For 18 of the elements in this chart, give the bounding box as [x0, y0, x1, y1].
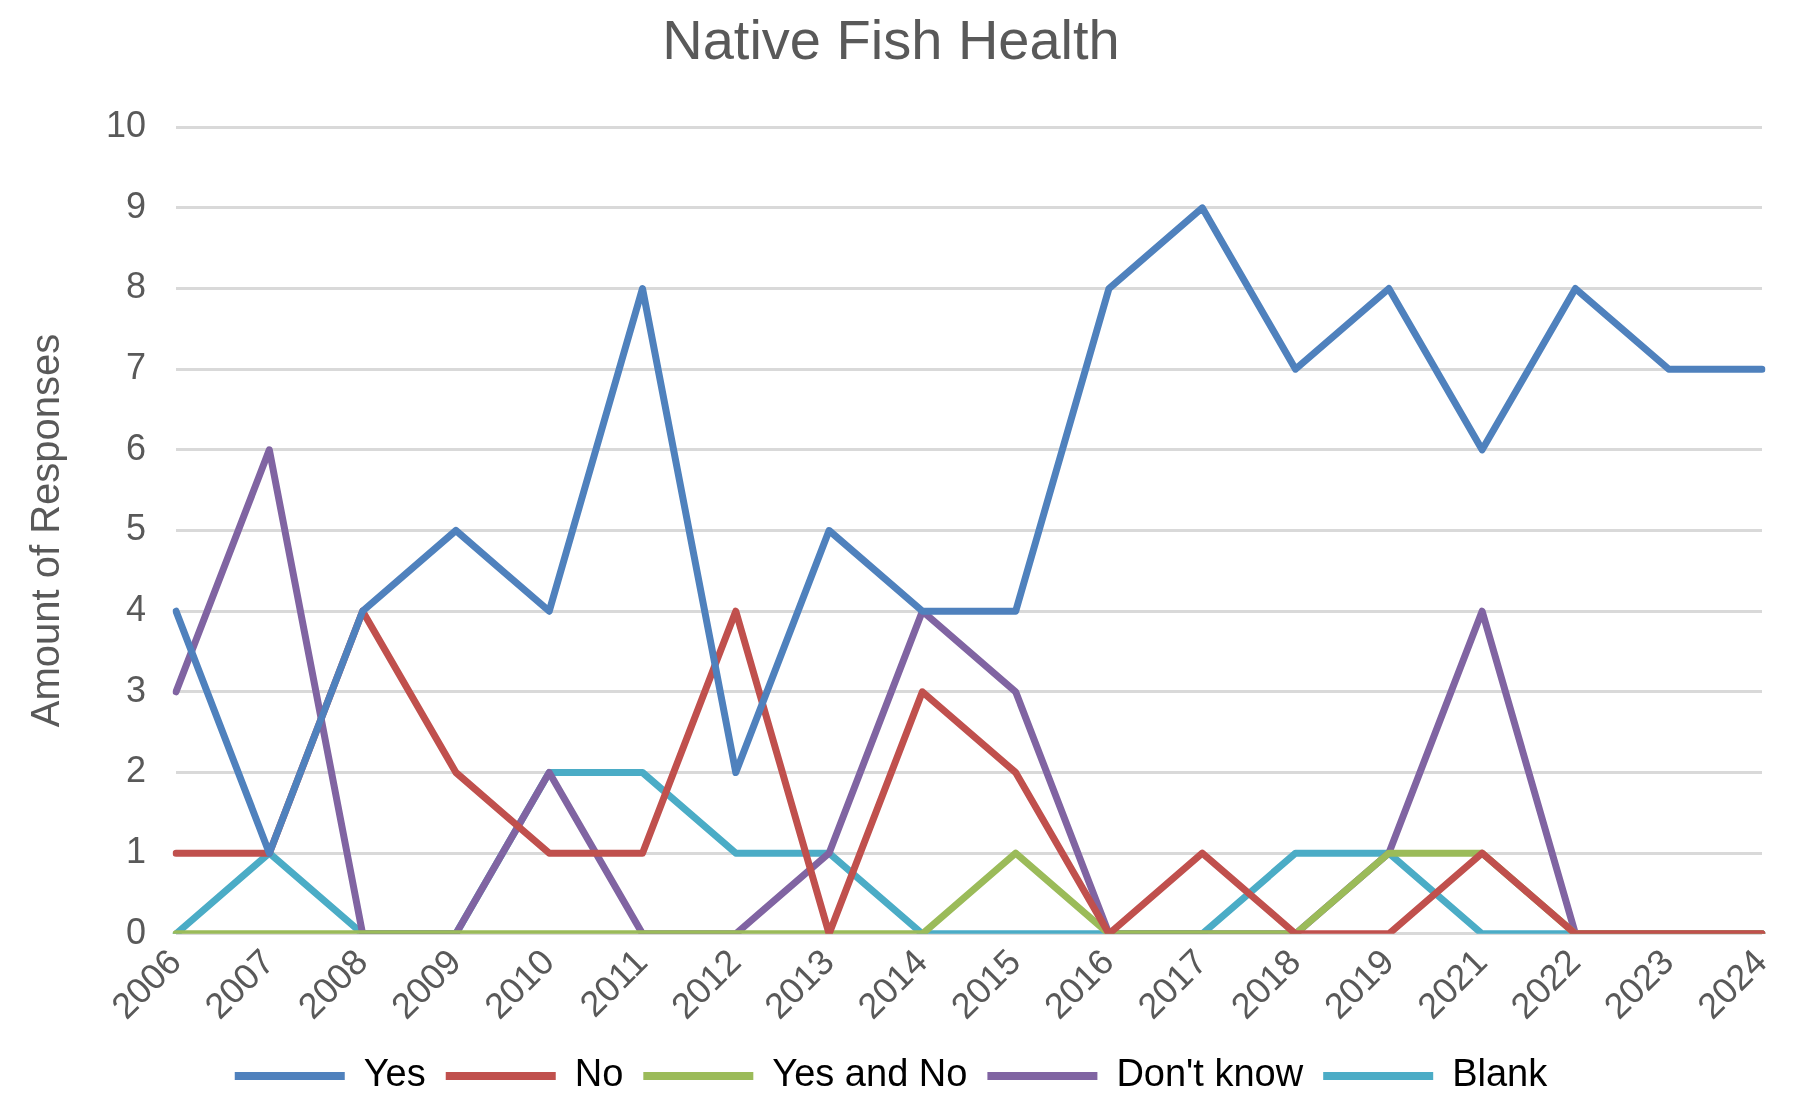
legend-label: Blank	[1452, 1052, 1549, 1095]
y-tick-label: 0	[126, 910, 147, 952]
y-tick-label: 8	[126, 265, 147, 307]
y-tick-label: 6	[126, 426, 147, 468]
legend-label: Yes	[363, 1052, 426, 1095]
y-tick-label: 9	[126, 184, 147, 226]
y-tick-label: 4	[126, 588, 147, 630]
y-tick-label: 5	[126, 507, 147, 549]
y-tick-label: 10	[106, 104, 147, 146]
y-tick-label: 7	[126, 346, 147, 388]
chart-title: Native Fish Health	[662, 8, 1120, 72]
y-axis-title: Amount of Responses	[23, 333, 68, 728]
legend-label: Yes and No	[772, 1052, 968, 1095]
y-tick-label: 3	[126, 668, 147, 710]
legend-label: Don't know	[1116, 1052, 1304, 1095]
y-tick-label: 2	[126, 749, 147, 791]
legend-label: No	[574, 1052, 624, 1095]
y-tick-label: 1	[126, 830, 147, 872]
